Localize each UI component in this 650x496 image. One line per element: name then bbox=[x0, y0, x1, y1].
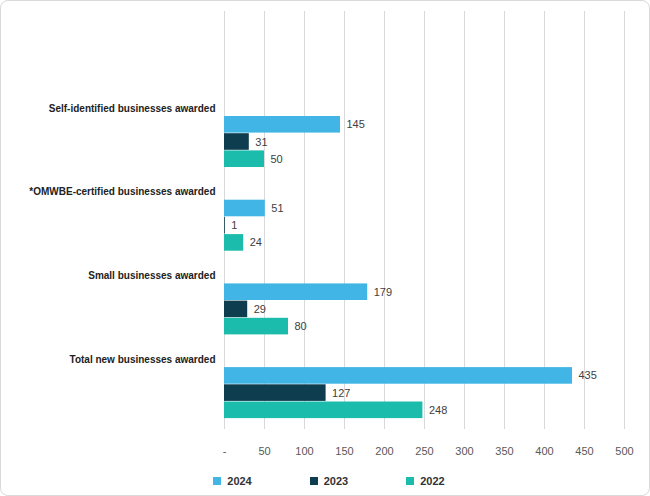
svg-text:248: 248 bbox=[429, 404, 447, 416]
svg-text:450: 450 bbox=[575, 445, 593, 457]
svg-text:Total new businesses awarded: Total new businesses awarded bbox=[70, 354, 216, 365]
svg-text:200: 200 bbox=[375, 445, 393, 457]
svg-text:179: 179 bbox=[374, 286, 392, 298]
svg-text:50: 50 bbox=[258, 445, 270, 457]
svg-text:145: 145 bbox=[347, 118, 365, 130]
svg-text:300: 300 bbox=[455, 445, 473, 457]
svg-text:31: 31 bbox=[255, 136, 267, 148]
svg-text:51: 51 bbox=[271, 202, 283, 214]
svg-text:80: 80 bbox=[295, 320, 307, 332]
svg-text:100: 100 bbox=[295, 445, 313, 457]
svg-text:29: 29 bbox=[254, 303, 266, 315]
svg-text:1: 1 bbox=[231, 219, 237, 231]
svg-text:Small businesses awarded: Small businesses awarded bbox=[88, 270, 215, 281]
svg-text:Self-identified businesses awa: Self-identified businesses awarded bbox=[49, 103, 216, 114]
html-text:2022: 2022 bbox=[420, 474, 445, 487]
svg-text:500: 500 bbox=[615, 445, 633, 457]
svg-text:-: - bbox=[223, 445, 227, 457]
svg-text:350: 350 bbox=[495, 445, 513, 457]
svg-text:50: 50 bbox=[271, 153, 283, 165]
svg-text:250: 250 bbox=[415, 445, 433, 457]
svg-text:435: 435 bbox=[579, 369, 597, 381]
html-text:2023: 2023 bbox=[323, 474, 349, 487]
svg-text:24: 24 bbox=[250, 236, 262, 248]
html-text:2024: 2024 bbox=[227, 474, 252, 487]
svg-text:150: 150 bbox=[335, 445, 353, 457]
svg-text:400: 400 bbox=[535, 445, 553, 457]
svg-text:127: 127 bbox=[332, 387, 350, 399]
svg-text:*OMWBE-certified businesses aw: *OMWBE-certified businesses awarded bbox=[29, 186, 215, 197]
